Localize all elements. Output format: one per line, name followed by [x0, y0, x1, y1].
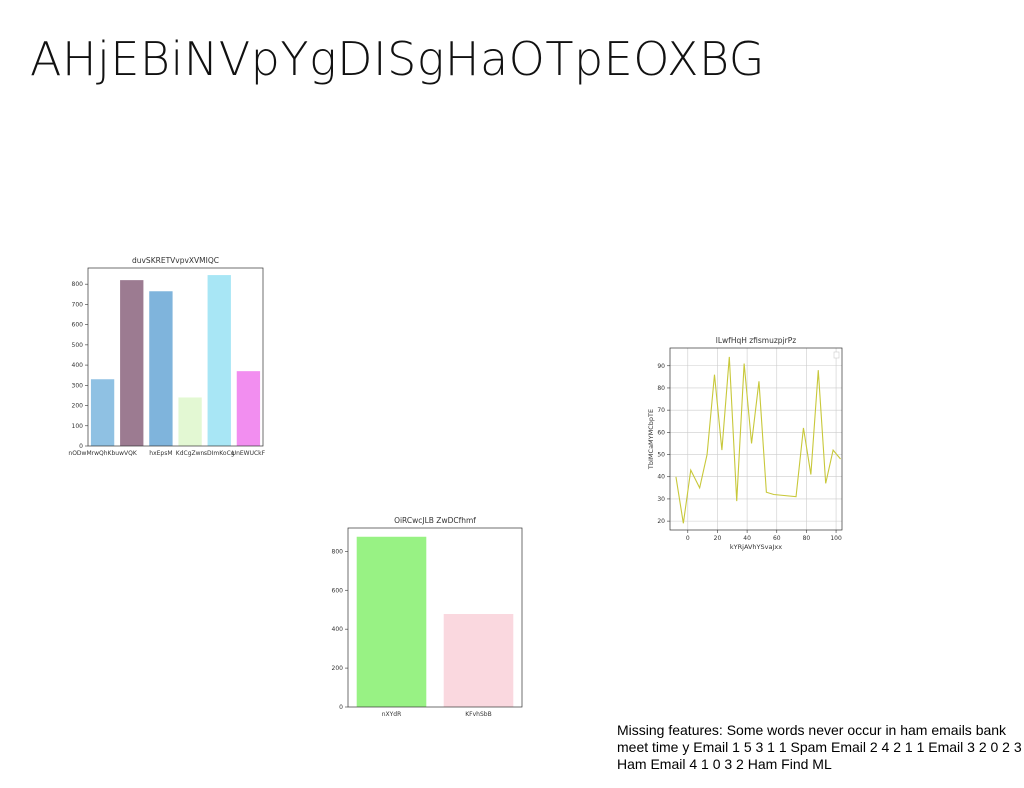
x-tick-label: 60	[773, 535, 781, 542]
slide-caption: Missing features: Some words never occur…	[617, 722, 1022, 773]
x-tick-label: KdCgZwn	[176, 450, 205, 457]
x-tick-label: KFvhSbB	[465, 711, 491, 718]
y-tick-label: 50	[657, 452, 665, 459]
plot-frame	[670, 348, 842, 530]
y-tick-label: 40	[657, 474, 665, 481]
x-tick-label: 20	[714, 535, 722, 542]
bar	[120, 280, 143, 446]
y-tick-label: 20	[657, 518, 665, 525]
y-tick-label: 700	[72, 301, 84, 308]
bar	[178, 397, 201, 446]
chart-title: duvSKRETVvpvXVMIQC	[132, 256, 219, 265]
y-tick-label: 600	[72, 322, 84, 329]
y-tick-label: 800	[72, 281, 84, 288]
y-tick-label: 30	[657, 496, 665, 503]
x-tick-label: hxEpsM	[149, 450, 172, 457]
y-tick-label: 400	[72, 362, 84, 369]
x-tick-label: nODwMrwQhKbuwVQK	[68, 450, 137, 457]
x-tick-label: nXYdR	[382, 711, 402, 718]
x-tick-label: 0	[686, 535, 690, 542]
slide-title: AHjEBiNVpYgDISgHaOTpEOXBG	[30, 32, 765, 86]
y-tick-label: 400	[332, 626, 344, 633]
line-chart-2: lLwfHqH zfismuzpjrPz 0 20 40 60 80 100 kYRjAVhY…	[640, 332, 860, 557]
x-tick-label: UnEWUCkF	[232, 450, 266, 457]
bar-chart-1: duvSKRETVvpvXVMIQC nODwMrwQhKbuwVQK hxEpsM…	[60, 252, 280, 472]
x-tick-label: 80	[803, 535, 811, 542]
chart-title: OiRCwcJLB ZwDCfhmf	[394, 516, 476, 525]
x-tick-label: 100	[830, 535, 842, 542]
y-tick-label: 90	[657, 363, 665, 370]
bar	[444, 614, 514, 707]
y-tick-label: 80	[657, 385, 665, 392]
bar	[91, 379, 114, 446]
legend-box	[834, 352, 839, 358]
x-tick-label: 40	[743, 535, 751, 542]
bar	[208, 275, 231, 446]
y-tick-label: 0	[339, 704, 343, 711]
bar	[357, 537, 427, 707]
bar	[237, 371, 260, 446]
y-tick-label: 60	[657, 429, 665, 436]
y-tick-label: 500	[72, 342, 84, 349]
x-axis-label: kYRjAVhYSvaJxx	[730, 543, 782, 551]
y-axis-label: TbIMCaMYMCbpTE	[647, 409, 655, 470]
bar	[149, 291, 172, 446]
y-tick-label: 100	[72, 423, 84, 430]
y-tick-label: 70	[657, 407, 665, 414]
y-tick-label: 600	[332, 587, 344, 594]
chart-title: lLwfHqH zfismuzpjrPz	[716, 336, 796, 345]
y-tick-label: 200	[332, 665, 344, 672]
y-tick-label: 800	[332, 548, 344, 555]
x-tick-label: sDImKoCg	[204, 450, 235, 457]
bar-chart-3: OiRCwcJLB ZwDCfhmf nXYdR KFvhSbB 0 200 400 600…	[326, 512, 536, 724]
y-tick-label: 0	[79, 443, 83, 450]
series-line	[676, 357, 841, 523]
y-tick-label: 300	[72, 382, 84, 389]
y-tick-label: 200	[72, 403, 84, 410]
